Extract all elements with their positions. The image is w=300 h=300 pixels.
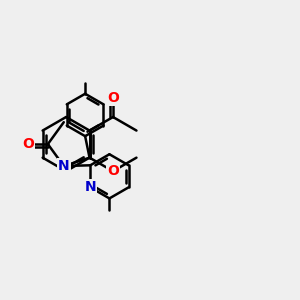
Text: O: O xyxy=(22,137,34,151)
Text: N: N xyxy=(58,159,70,173)
Text: N: N xyxy=(85,180,96,194)
Text: O: O xyxy=(107,91,119,105)
Text: O: O xyxy=(107,164,119,178)
